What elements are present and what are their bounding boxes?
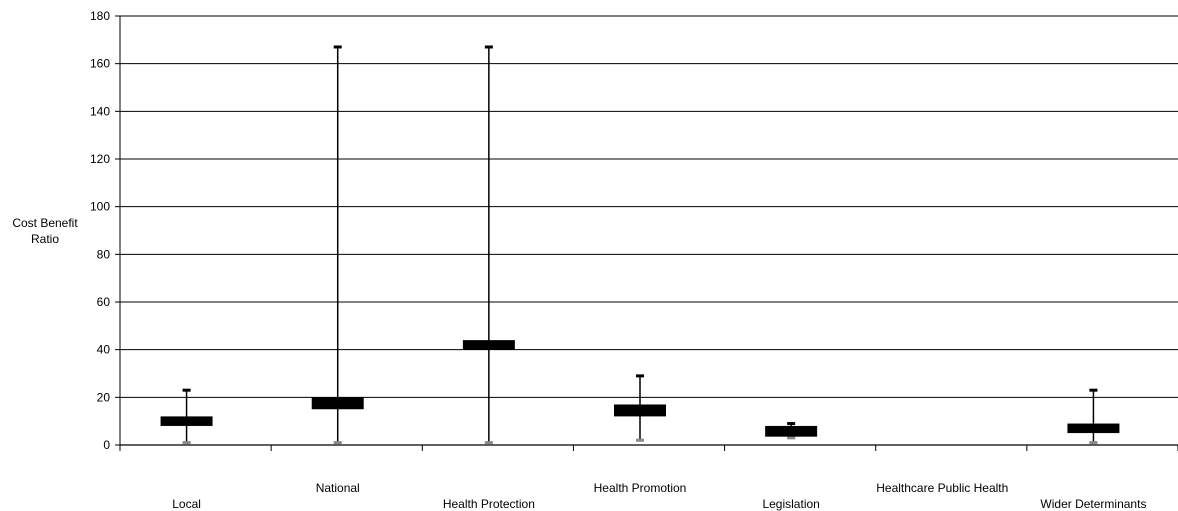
gridlines [120, 15, 1178, 398]
x-category-label: Healthcare Public Health [876, 481, 1008, 495]
y-tick-label: 120 [90, 152, 110, 166]
whisker-min-cap [787, 436, 796, 440]
x-category-labels: Local National Health Protection Health Pro… [172, 481, 1146, 511]
y-tick-label: 140 [90, 104, 110, 118]
x-category-label: Health Protection [443, 497, 535, 511]
y-tick-label: 60 [97, 295, 111, 309]
whisker-max-cap [333, 45, 342, 49]
y-tick-label: 180 [90, 9, 110, 23]
y-tick-label: 80 [97, 247, 111, 261]
box-body [1067, 423, 1120, 434]
box-health-promotion [614, 374, 666, 442]
box-legislation [765, 422, 818, 440]
y-tick-label: 20 [97, 390, 111, 404]
box-wider-determinants [1067, 388, 1120, 445]
box-body [462, 340, 515, 350]
x-category-label: Wider Determinants [1040, 497, 1146, 511]
box-national [311, 45, 364, 445]
whisker-min-cap [636, 438, 644, 442]
whisker-max-cap [636, 374, 644, 378]
box-body [765, 425, 818, 437]
x-category-label: National [316, 481, 360, 495]
whisker-min-cap [1089, 441, 1098, 445]
whisker-max-cap [787, 422, 796, 426]
box-local [160, 388, 213, 445]
whisker-max-cap [1089, 388, 1098, 392]
whisker-min-cap [333, 441, 342, 445]
box-body [614, 404, 666, 417]
y-tick-label: 40 [97, 343, 111, 357]
y-tick-label: 160 [90, 57, 110, 71]
whisker-max-cap [484, 45, 493, 49]
box-body [160, 416, 213, 426]
y-axis-label: Cost Benefit Ratio [12, 216, 78, 246]
whisker-max-cap [182, 388, 191, 392]
whisker-min-cap [182, 441, 191, 445]
y-tick-label: 0 [103, 438, 110, 452]
box-body [311, 397, 364, 410]
axes [115, 15, 1178, 451]
x-category-label: Local [172, 497, 201, 511]
x-category-label: Health Promotion [594, 481, 687, 495]
boxes [160, 45, 1120, 445]
x-category-label: Legislation [762, 497, 819, 511]
box-health-protection [462, 45, 515, 445]
y-tick-labels: 0 20 40 60 80 100 120 140 160 180 [90, 9, 110, 452]
whisker-min-cap [484, 441, 493, 445]
y-tick-label: 100 [90, 200, 110, 214]
